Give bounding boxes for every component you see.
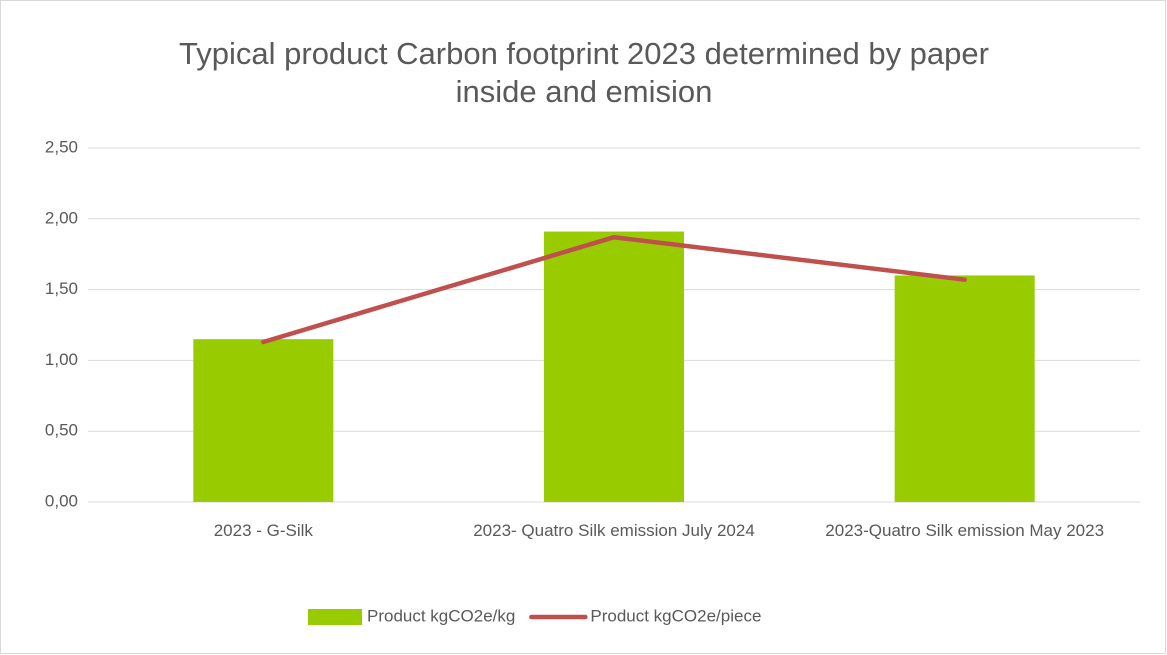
y-tick-label: 1,50	[45, 279, 78, 298]
bar	[544, 231, 684, 502]
legend-label: Product kgCO2e/piece	[590, 606, 761, 625]
y-tick-label: 2,00	[45, 208, 78, 227]
line	[261, 234, 967, 345]
y-tick-label: 0,00	[45, 491, 78, 510]
y-tick-label: 1,00	[45, 350, 78, 369]
bar	[193, 339, 334, 502]
chart-title: Typical product Carbon footprint 2023 de…	[179, 36, 989, 109]
legend-swatch	[308, 609, 362, 625]
x-tick-label: 2023-Quatro Silk emission May 2023	[825, 521, 1104, 540]
bar	[894, 275, 1035, 502]
legend-label: Product kgCO2e/kg	[367, 606, 515, 625]
y-tick-label: 0,50	[45, 421, 78, 440]
x-tick-label: 2023- Quatro Silk emission July 2024	[473, 521, 755, 540]
x-tick-label: 2023 - G-Silk	[214, 521, 314, 540]
y-tick-label: 2,50	[45, 137, 78, 156]
